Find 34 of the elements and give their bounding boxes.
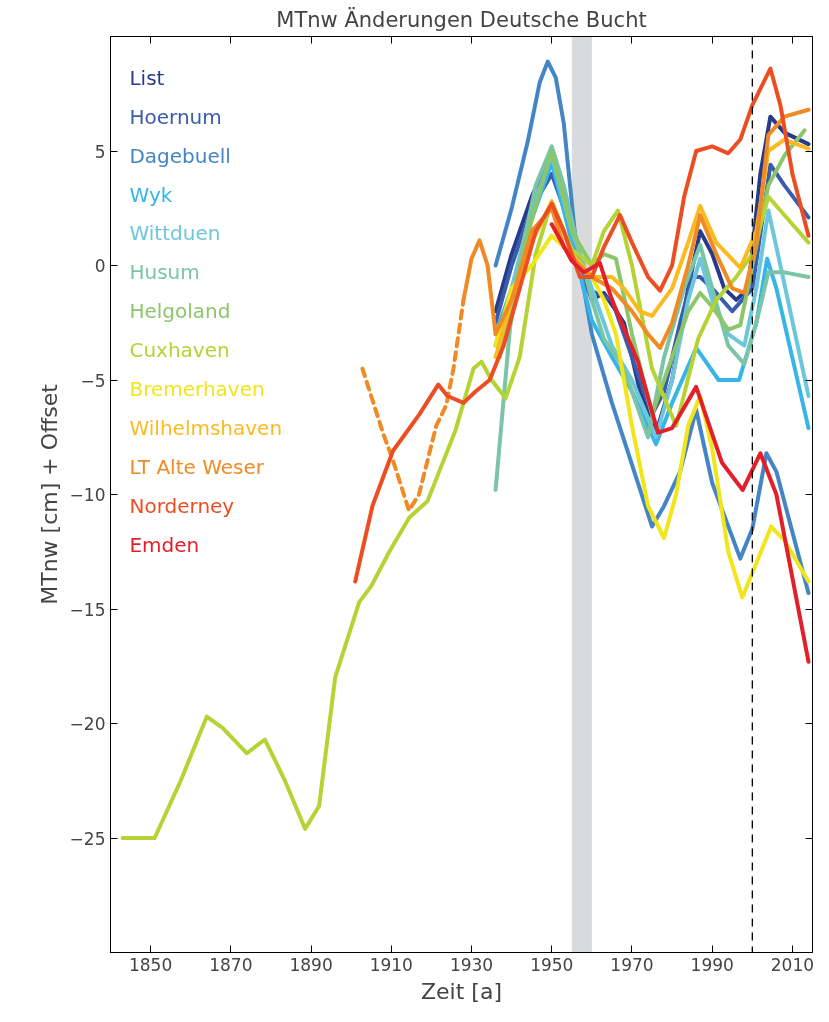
x-axis-title: Zeit [a] — [421, 978, 503, 1004]
x-tick-label: 1950 — [530, 954, 574, 975]
text: Wyk — [129, 182, 173, 207]
x-tick-label: 1970 — [610, 954, 654, 975]
text: List — [129, 65, 165, 90]
text: Emden — [129, 532, 200, 557]
text: Husum — [129, 260, 200, 285]
text: LT Alte Weser — [129, 455, 265, 480]
y-tick-label: −20 — [69, 714, 106, 734]
x-tick-label: 1870 — [209, 954, 253, 975]
y-tick-label: −10 — [69, 485, 106, 505]
y-tick-label: 5 — [94, 141, 106, 162]
y-tick-label: −15 — [69, 599, 106, 620]
text: Dagebuell — [129, 143, 231, 168]
text: Cuxhaven — [129, 338, 230, 363]
y-tick-label: −5 — [80, 370, 106, 391]
text: Bremerhaven — [129, 377, 265, 402]
chart-title: MTnw Änderungen Deutsche Bucht — [276, 6, 647, 32]
x-tick-label: 2010 — [770, 954, 815, 975]
x-tick-label: 1930 — [449, 954, 494, 975]
y-tick-label: 0 — [94, 256, 106, 276]
x-tick-label: 1890 — [289, 954, 333, 975]
x-tick-label: 1990 — [690, 954, 734, 975]
line-series — [549, 222, 811, 664]
y-tick-label: −25 — [69, 828, 106, 849]
x-tick-label: 1910 — [369, 954, 413, 975]
line-series — [353, 66, 811, 584]
text: Helgoland — [129, 299, 231, 324]
x-tick-label: 1850 — [128, 954, 173, 975]
text: Wittduen — [129, 221, 221, 246]
y-axis-title: MTnw [cm] + Offset — [36, 383, 62, 605]
text: Wilhelmshaven — [129, 416, 283, 441]
text: Hoernum — [129, 104, 222, 129]
text: Norderney — [129, 493, 235, 518]
